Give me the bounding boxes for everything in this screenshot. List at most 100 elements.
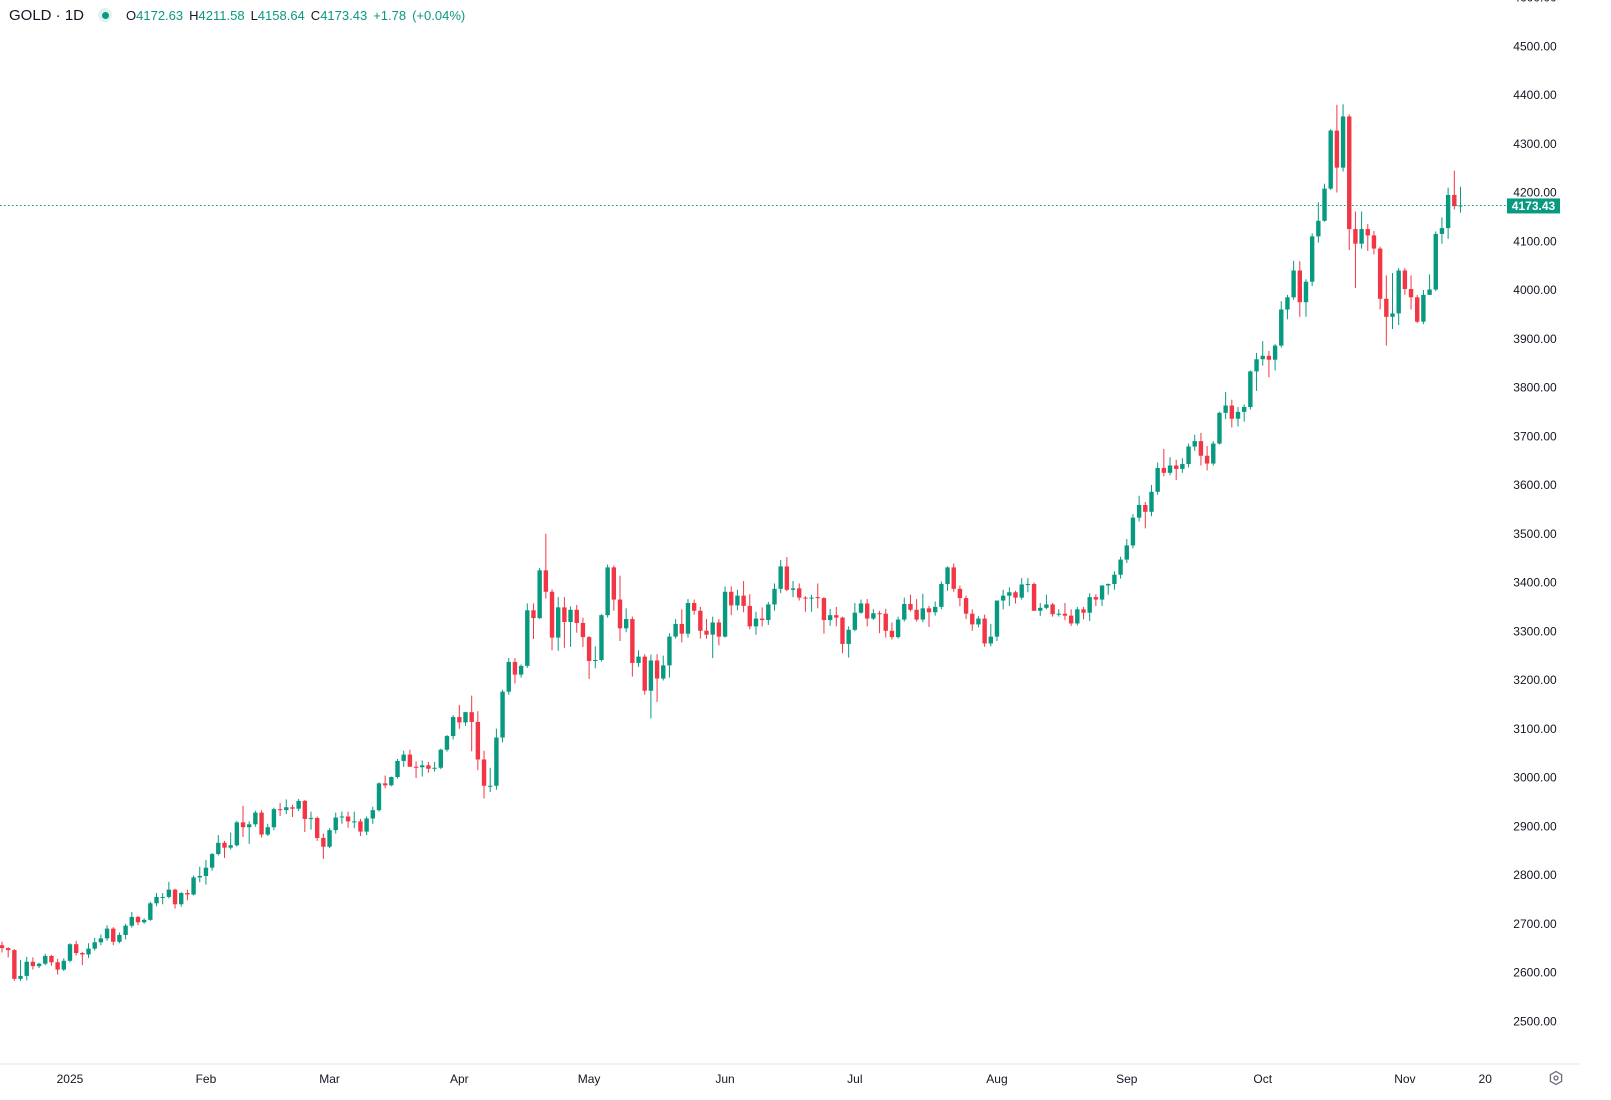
candle bbox=[642, 654, 647, 695]
candle-body bbox=[426, 765, 431, 769]
candle-body bbox=[92, 942, 97, 949]
candle bbox=[1365, 224, 1370, 251]
candle bbox=[809, 594, 814, 612]
price-tick-label: 4200.00 bbox=[1513, 186, 1557, 200]
candle-body bbox=[488, 785, 493, 787]
candle bbox=[154, 893, 159, 907]
candle bbox=[36, 962, 42, 969]
candle bbox=[0, 941, 5, 953]
candle bbox=[234, 820, 240, 847]
candle-body bbox=[939, 583, 944, 607]
candle-body bbox=[1272, 345, 1278, 360]
candle bbox=[735, 589, 740, 611]
candle-body bbox=[154, 896, 159, 904]
gear-icon[interactable] bbox=[1548, 1070, 1564, 1086]
price-tick-label: 4100.00 bbox=[1513, 234, 1557, 248]
candles-layer bbox=[0, 104, 1463, 981]
candle-body bbox=[778, 566, 783, 589]
candle-body bbox=[1031, 583, 1037, 611]
candle-body bbox=[1013, 592, 1018, 598]
candle-body bbox=[457, 717, 462, 723]
candle-body bbox=[179, 893, 184, 905]
candle bbox=[537, 567, 542, 620]
candle-body bbox=[852, 612, 858, 630]
candle-body bbox=[1130, 517, 1136, 546]
candle bbox=[327, 828, 332, 849]
candle-body bbox=[1161, 467, 1167, 473]
open-value: O4172.63 bbox=[126, 7, 184, 23]
candle-body bbox=[543, 570, 549, 592]
time-tick-label: May bbox=[578, 1072, 601, 1086]
market-status-icon[interactable] bbox=[98, 8, 113, 22]
candle-body bbox=[679, 623, 684, 634]
candle bbox=[617, 575, 623, 641]
candle-body bbox=[1099, 585, 1105, 600]
candle bbox=[166, 881, 172, 899]
candle bbox=[667, 633, 672, 678]
candle bbox=[1322, 183, 1327, 222]
candle-body bbox=[1198, 441, 1204, 456]
candle bbox=[333, 812, 338, 834]
candle bbox=[512, 658, 518, 684]
candle bbox=[67, 943, 73, 963]
time-tick-label: Apr bbox=[450, 1072, 469, 1086]
time-tick-label: Mar bbox=[319, 1072, 340, 1086]
candle bbox=[1433, 231, 1438, 291]
last-price-label: 4173.43 bbox=[1512, 199, 1556, 213]
candle bbox=[1130, 514, 1136, 549]
time-axis[interactable]: 2025 Feb Mar Apr May Jun Jul Aug Sep Oct Nov 20 bbox=[0, 1063, 1580, 1086]
candle bbox=[364, 816, 369, 836]
candle-body bbox=[759, 618, 765, 621]
candle-body bbox=[1007, 592, 1012, 596]
candle bbox=[994, 600, 1000, 641]
candle bbox=[457, 704, 462, 729]
candle-body bbox=[191, 877, 196, 895]
candle bbox=[1408, 275, 1414, 310]
candle bbox=[599, 614, 604, 662]
last-price-badge bbox=[1507, 198, 1560, 214]
candle bbox=[352, 811, 357, 829]
candle bbox=[858, 599, 864, 614]
candle bbox=[766, 602, 771, 625]
candle-body bbox=[308, 817, 314, 819]
candle-body bbox=[1112, 574, 1117, 584]
candle-body bbox=[574, 609, 579, 623]
candle-body bbox=[1433, 233, 1438, 290]
candle-body bbox=[537, 570, 542, 619]
candle bbox=[747, 594, 752, 630]
candle bbox=[698, 606, 703, 639]
candle bbox=[1013, 590, 1018, 604]
candle-body bbox=[376, 783, 382, 811]
candle bbox=[1328, 129, 1333, 191]
candle-body bbox=[895, 619, 901, 638]
candle-body bbox=[784, 566, 790, 590]
close-value: C4173.43 bbox=[310, 7, 368, 23]
candle bbox=[531, 603, 536, 640]
candle-body bbox=[43, 955, 48, 964]
candle bbox=[846, 626, 851, 658]
candle bbox=[908, 594, 913, 612]
price-axis[interactable]: 2500.00 2600.00 2700.00 2800.00 2900.00 3000.… bbox=[1513, 0, 1557, 1028]
candle-body bbox=[661, 665, 666, 679]
last-price-marker: 4173.43 bbox=[0, 198, 1560, 214]
candle-body bbox=[1402, 270, 1408, 290]
candle bbox=[111, 927, 116, 946]
candle-body bbox=[1186, 446, 1191, 465]
candle bbox=[1093, 594, 1099, 606]
candle-body bbox=[623, 619, 629, 629]
candle bbox=[759, 607, 765, 627]
candle bbox=[821, 597, 827, 634]
candle-body bbox=[821, 598, 827, 621]
candle-body bbox=[61, 960, 66, 970]
candle bbox=[277, 802, 283, 817]
candle bbox=[475, 711, 481, 771]
candle-body bbox=[117, 934, 122, 942]
candle bbox=[1235, 407, 1241, 427]
candle-body bbox=[1143, 504, 1148, 512]
candle-body bbox=[24, 961, 29, 976]
candle-body bbox=[1334, 130, 1340, 168]
symbol-title[interactable]: GOLD · 1D bbox=[9, 6, 85, 24]
candle bbox=[426, 761, 431, 773]
candle-body bbox=[5, 948, 11, 951]
